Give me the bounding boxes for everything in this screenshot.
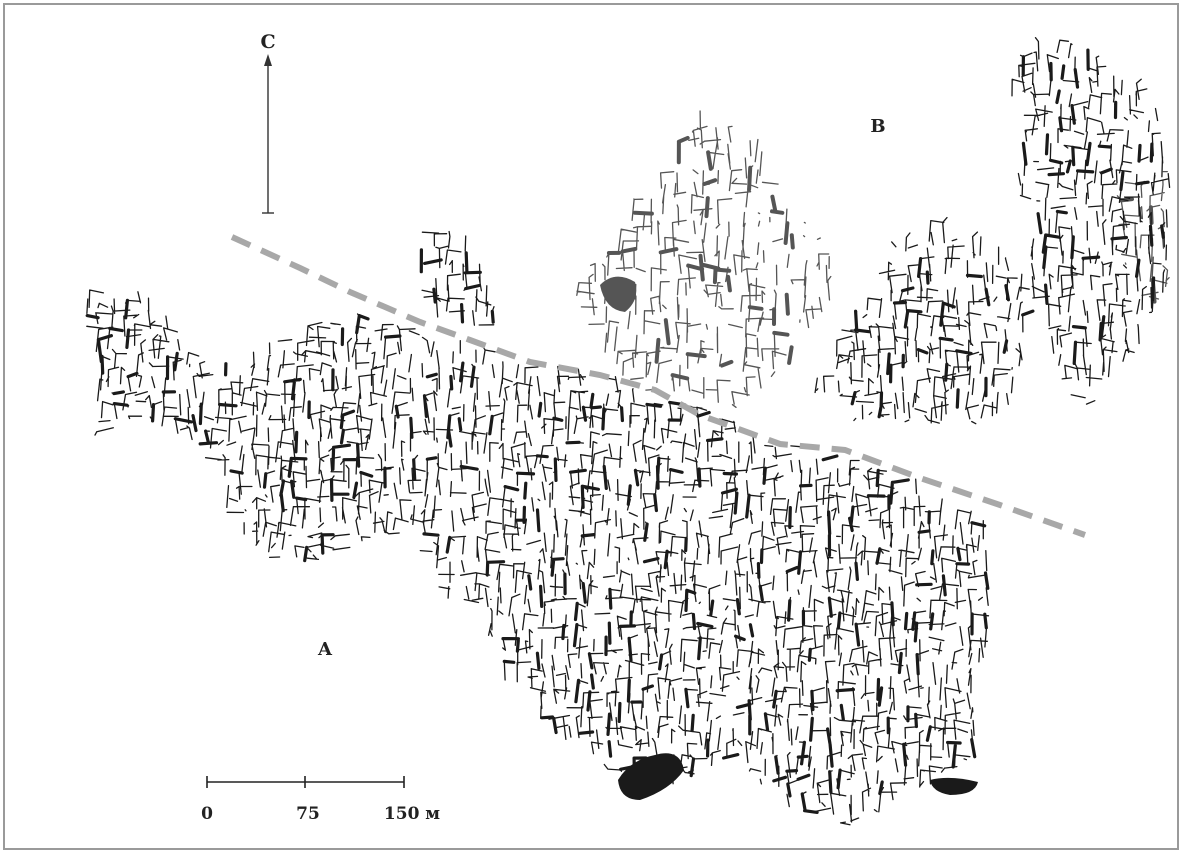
scale-tick-label-0: 0 xyxy=(201,804,213,824)
cave-chamber xyxy=(618,753,684,800)
scale-tick-label-75: 75 xyxy=(296,804,320,824)
cave-passages-upper xyxy=(576,110,1170,409)
scale-bar: 0 75 150 м xyxy=(201,776,440,824)
zone-boundary-line xyxy=(230,234,1086,538)
passage-segments xyxy=(576,110,1170,409)
passage-segments-wide xyxy=(85,48,1165,814)
cave-passages-main xyxy=(85,37,1171,826)
cave-chamber xyxy=(600,276,637,312)
cave-chamber xyxy=(930,777,978,795)
north-arrow: C xyxy=(260,31,276,214)
north-arrow-head xyxy=(264,54,272,66)
passage-segments xyxy=(86,37,1171,826)
zone-label-a: A xyxy=(317,639,333,660)
north-label: C xyxy=(260,31,275,53)
scale-tick-label-150: 150 м xyxy=(384,804,440,824)
zone-label-b: B xyxy=(870,116,885,137)
